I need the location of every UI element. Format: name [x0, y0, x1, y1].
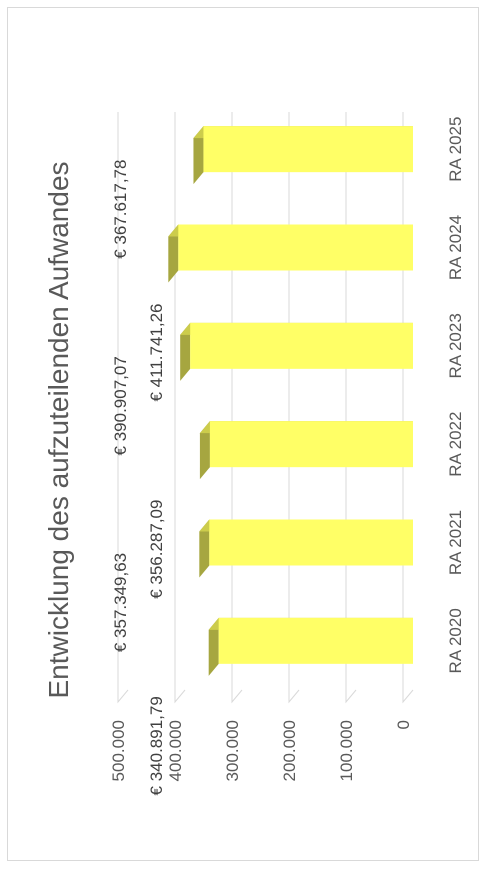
data-label: € 367.617,78 [111, 160, 130, 259]
category-label: RA 2020 [446, 608, 465, 673]
bar [193, 126, 413, 185]
category-label: RA 2025 [446, 117, 465, 182]
category-label: RA 2023 [446, 313, 465, 378]
category-label: RA 2021 [446, 510, 465, 575]
bars [168, 126, 413, 676]
bar-end-face [168, 224, 179, 283]
value-tick-label: 500.000 [109, 720, 128, 781]
bar [180, 322, 413, 381]
data-labels: € 340.891,79 € 357.349,63 € 356.287,09 € 39… [111, 160, 166, 796]
category-label: RA 2024 [446, 215, 465, 280]
bar-front-face [178, 224, 413, 271]
bar-front-face [203, 126, 413, 173]
bar [199, 421, 413, 480]
gridline [288, 112, 300, 704]
chart-title: Entwicklung des aufzuteilenden Aufwandes [43, 161, 74, 698]
gridline [117, 112, 129, 704]
value-tick-label: 400.000 [166, 720, 185, 781]
data-label: € 411.741,26 [147, 304, 166, 402]
bar-end-face [199, 421, 210, 480]
data-label: € 390.907,07 [111, 356, 130, 455]
value-tick-label: 100.000 [337, 720, 356, 781]
value-tick-label: 200.000 [280, 720, 299, 781]
value-tick-label: 0 [394, 720, 413, 729]
gridline [174, 112, 186, 704]
bar [208, 617, 413, 676]
value-axis-ticks: 0 100.000 200.000 300.000 400.000 500.000 [109, 720, 413, 781]
data-label: € 356.287,09 [147, 500, 166, 599]
data-label: € 357.349,63 [111, 553, 130, 652]
bar-front-face [190, 322, 413, 369]
bar-front-face [218, 617, 413, 664]
data-label: € 340.891,79 [147, 696, 166, 795]
bar-end-face [180, 322, 191, 381]
category-axis-labels: RA 2020 RA 2021 RA 2022 RA 2023 RA 2024 RA 20… [446, 117, 465, 674]
gridline [345, 112, 357, 704]
bar [199, 519, 413, 578]
bar-end-face [199, 519, 210, 578]
value-tick-label: 300.000 [223, 720, 242, 781]
bar-end-face [193, 126, 204, 185]
bar-end-face [208, 617, 219, 676]
category-label: RA 2022 [446, 412, 465, 477]
gridlines [117, 112, 414, 704]
bar [168, 224, 413, 283]
bar-front-face [209, 421, 413, 468]
gridline [231, 112, 243, 704]
bar-front-face [209, 519, 413, 566]
gridline [402, 112, 414, 704]
